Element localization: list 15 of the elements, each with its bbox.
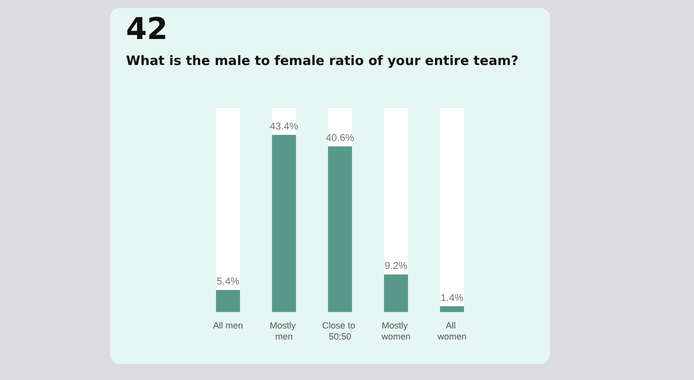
x-tick-label: All men	[212, 320, 244, 330]
data-label: 5.4%	[216, 276, 240, 288]
x-tick-label: Mostly women	[380, 320, 411, 342]
text: 42	[126, 12, 168, 47]
bar	[384, 274, 408, 312]
data-label: 43.4%	[270, 121, 298, 132]
chart-title: What is the male to female ratio of your entire team?	[126, 54, 518, 69]
bar	[440, 306, 464, 312]
bar	[216, 290, 240, 312]
x-tick-label: All women	[436, 320, 467, 342]
data-label: 40.6%	[326, 132, 354, 144]
x-tick-label: Close to 50:50	[322, 320, 358, 342]
data-label: 9.2%	[384, 260, 408, 272]
data-label: 1.4%	[440, 292, 464, 304]
x-tick-label: Mostly men	[270, 320, 298, 342]
